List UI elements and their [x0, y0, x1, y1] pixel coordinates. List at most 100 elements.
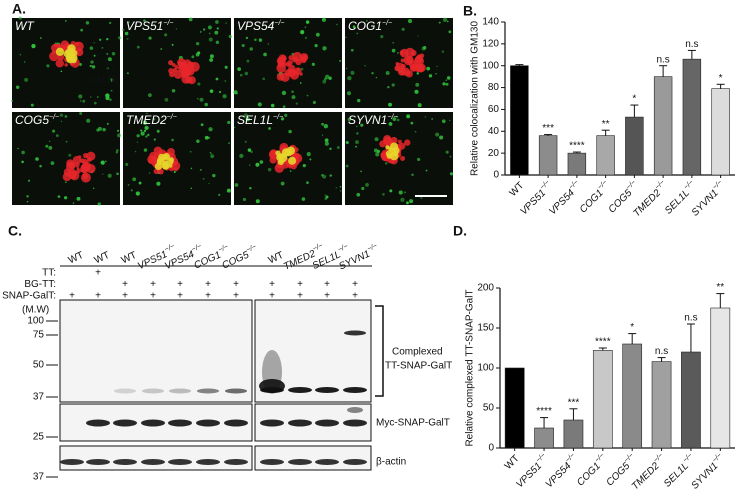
- green-dot: [257, 102, 262, 107]
- yellow-blob: [385, 145, 390, 150]
- mw-title: (M.W): [22, 305, 49, 316]
- green-dot: [105, 93, 110, 98]
- green-dot: [281, 90, 287, 96]
- green-dot: [441, 50, 445, 53]
- band: [288, 459, 312, 465]
- green-dot: [267, 167, 272, 172]
- band: [315, 387, 339, 393]
- green-dot: [371, 72, 374, 75]
- green-dot: [57, 195, 61, 198]
- green-dot: [324, 138, 329, 143]
- red-blob: [395, 62, 399, 66]
- green-dot: [398, 190, 403, 195]
- green-dot: [202, 177, 205, 180]
- plus: +: [177, 279, 183, 290]
- green-dot: [208, 32, 211, 35]
- green-dot: [124, 31, 129, 36]
- green-dot: [111, 51, 116, 56]
- green-dot: [407, 19, 413, 24]
- red-blob: [404, 139, 411, 146]
- green-dot: [284, 113, 288, 117]
- green-dot: [249, 187, 252, 190]
- green-dot: [322, 79, 327, 84]
- green-dot: [106, 122, 109, 125]
- y-tick-label: 100: [482, 60, 499, 71]
- green-dot: [64, 115, 68, 118]
- green-dot: [85, 21, 90, 25]
- band: [347, 407, 363, 413]
- green-dot: [288, 129, 292, 134]
- green-dot: [347, 117, 351, 122]
- red-blob: [288, 64, 296, 73]
- red-blob: [414, 55, 423, 64]
- band: [141, 419, 165, 427]
- band: [288, 387, 312, 393]
- plus: +: [205, 291, 211, 302]
- green-dot: [171, 138, 174, 142]
- green-dot: [130, 189, 133, 192]
- green-dot: [329, 174, 332, 177]
- red-blob: [292, 51, 303, 62]
- green-dot: [171, 43, 174, 46]
- red-blob: [294, 147, 299, 152]
- red-blob: [400, 155, 406, 161]
- green-dot: [416, 72, 420, 75]
- green-dot: [242, 197, 247, 202]
- green-dot: [415, 82, 420, 87]
- green-dot: [196, 139, 200, 143]
- green-dot: [357, 98, 361, 103]
- x-tick-label: SYVN1−/−: [688, 179, 727, 218]
- green-dot: [146, 112, 148, 115]
- green-dot: [291, 90, 294, 93]
- band: [168, 459, 192, 465]
- green-dot: [396, 115, 399, 118]
- green-dot: [48, 140, 51, 143]
- green-dot: [345, 164, 349, 168]
- green-dot: [68, 153, 72, 157]
- green-dot: [35, 157, 39, 161]
- band: [225, 388, 247, 394]
- green-dot: [436, 65, 438, 68]
- green-dot: [375, 152, 380, 157]
- green-dot: [63, 196, 68, 200]
- green-dot: [409, 199, 414, 204]
- band: [343, 419, 367, 427]
- significance: ****: [595, 337, 611, 348]
- plus: +: [297, 291, 303, 302]
- green-dot: [309, 158, 312, 161]
- green-dot: [441, 119, 446, 124]
- green-dot: [324, 194, 327, 196]
- green-dot: [340, 190, 342, 192]
- green-dot: [435, 132, 440, 137]
- green-dot: [325, 195, 329, 199]
- green-dot: [224, 80, 227, 82]
- green-dot: [425, 169, 428, 172]
- green-dot: [107, 173, 112, 178]
- green-dot: [148, 172, 151, 174]
- green-dot: [322, 174, 327, 179]
- plus: +: [150, 291, 156, 302]
- green-dot: [301, 197, 306, 201]
- significance: **: [716, 282, 724, 293]
- green-dot: [424, 116, 426, 118]
- green-dot: [241, 43, 245, 48]
- band: [259, 379, 285, 393]
- green-dot: [204, 102, 208, 107]
- green-dot: [117, 129, 120, 132]
- panel-label: A.: [12, 1, 26, 17]
- green-dot: [365, 183, 369, 187]
- green-dot: [280, 181, 285, 186]
- green-dot: [222, 94, 227, 99]
- green-dot: [249, 47, 253, 51]
- green-dot: [209, 89, 214, 93]
- green-dot: [245, 117, 250, 122]
- band-label: Myc-SNAP-GalT: [376, 418, 450, 429]
- band: [168, 419, 192, 427]
- channel-label: TT: [105, 63, 117, 74]
- green-dot: [420, 196, 423, 199]
- green-dot: [373, 148, 378, 153]
- significance: ***: [542, 123, 554, 134]
- green-dot: [311, 62, 315, 66]
- green-dot: [55, 134, 59, 137]
